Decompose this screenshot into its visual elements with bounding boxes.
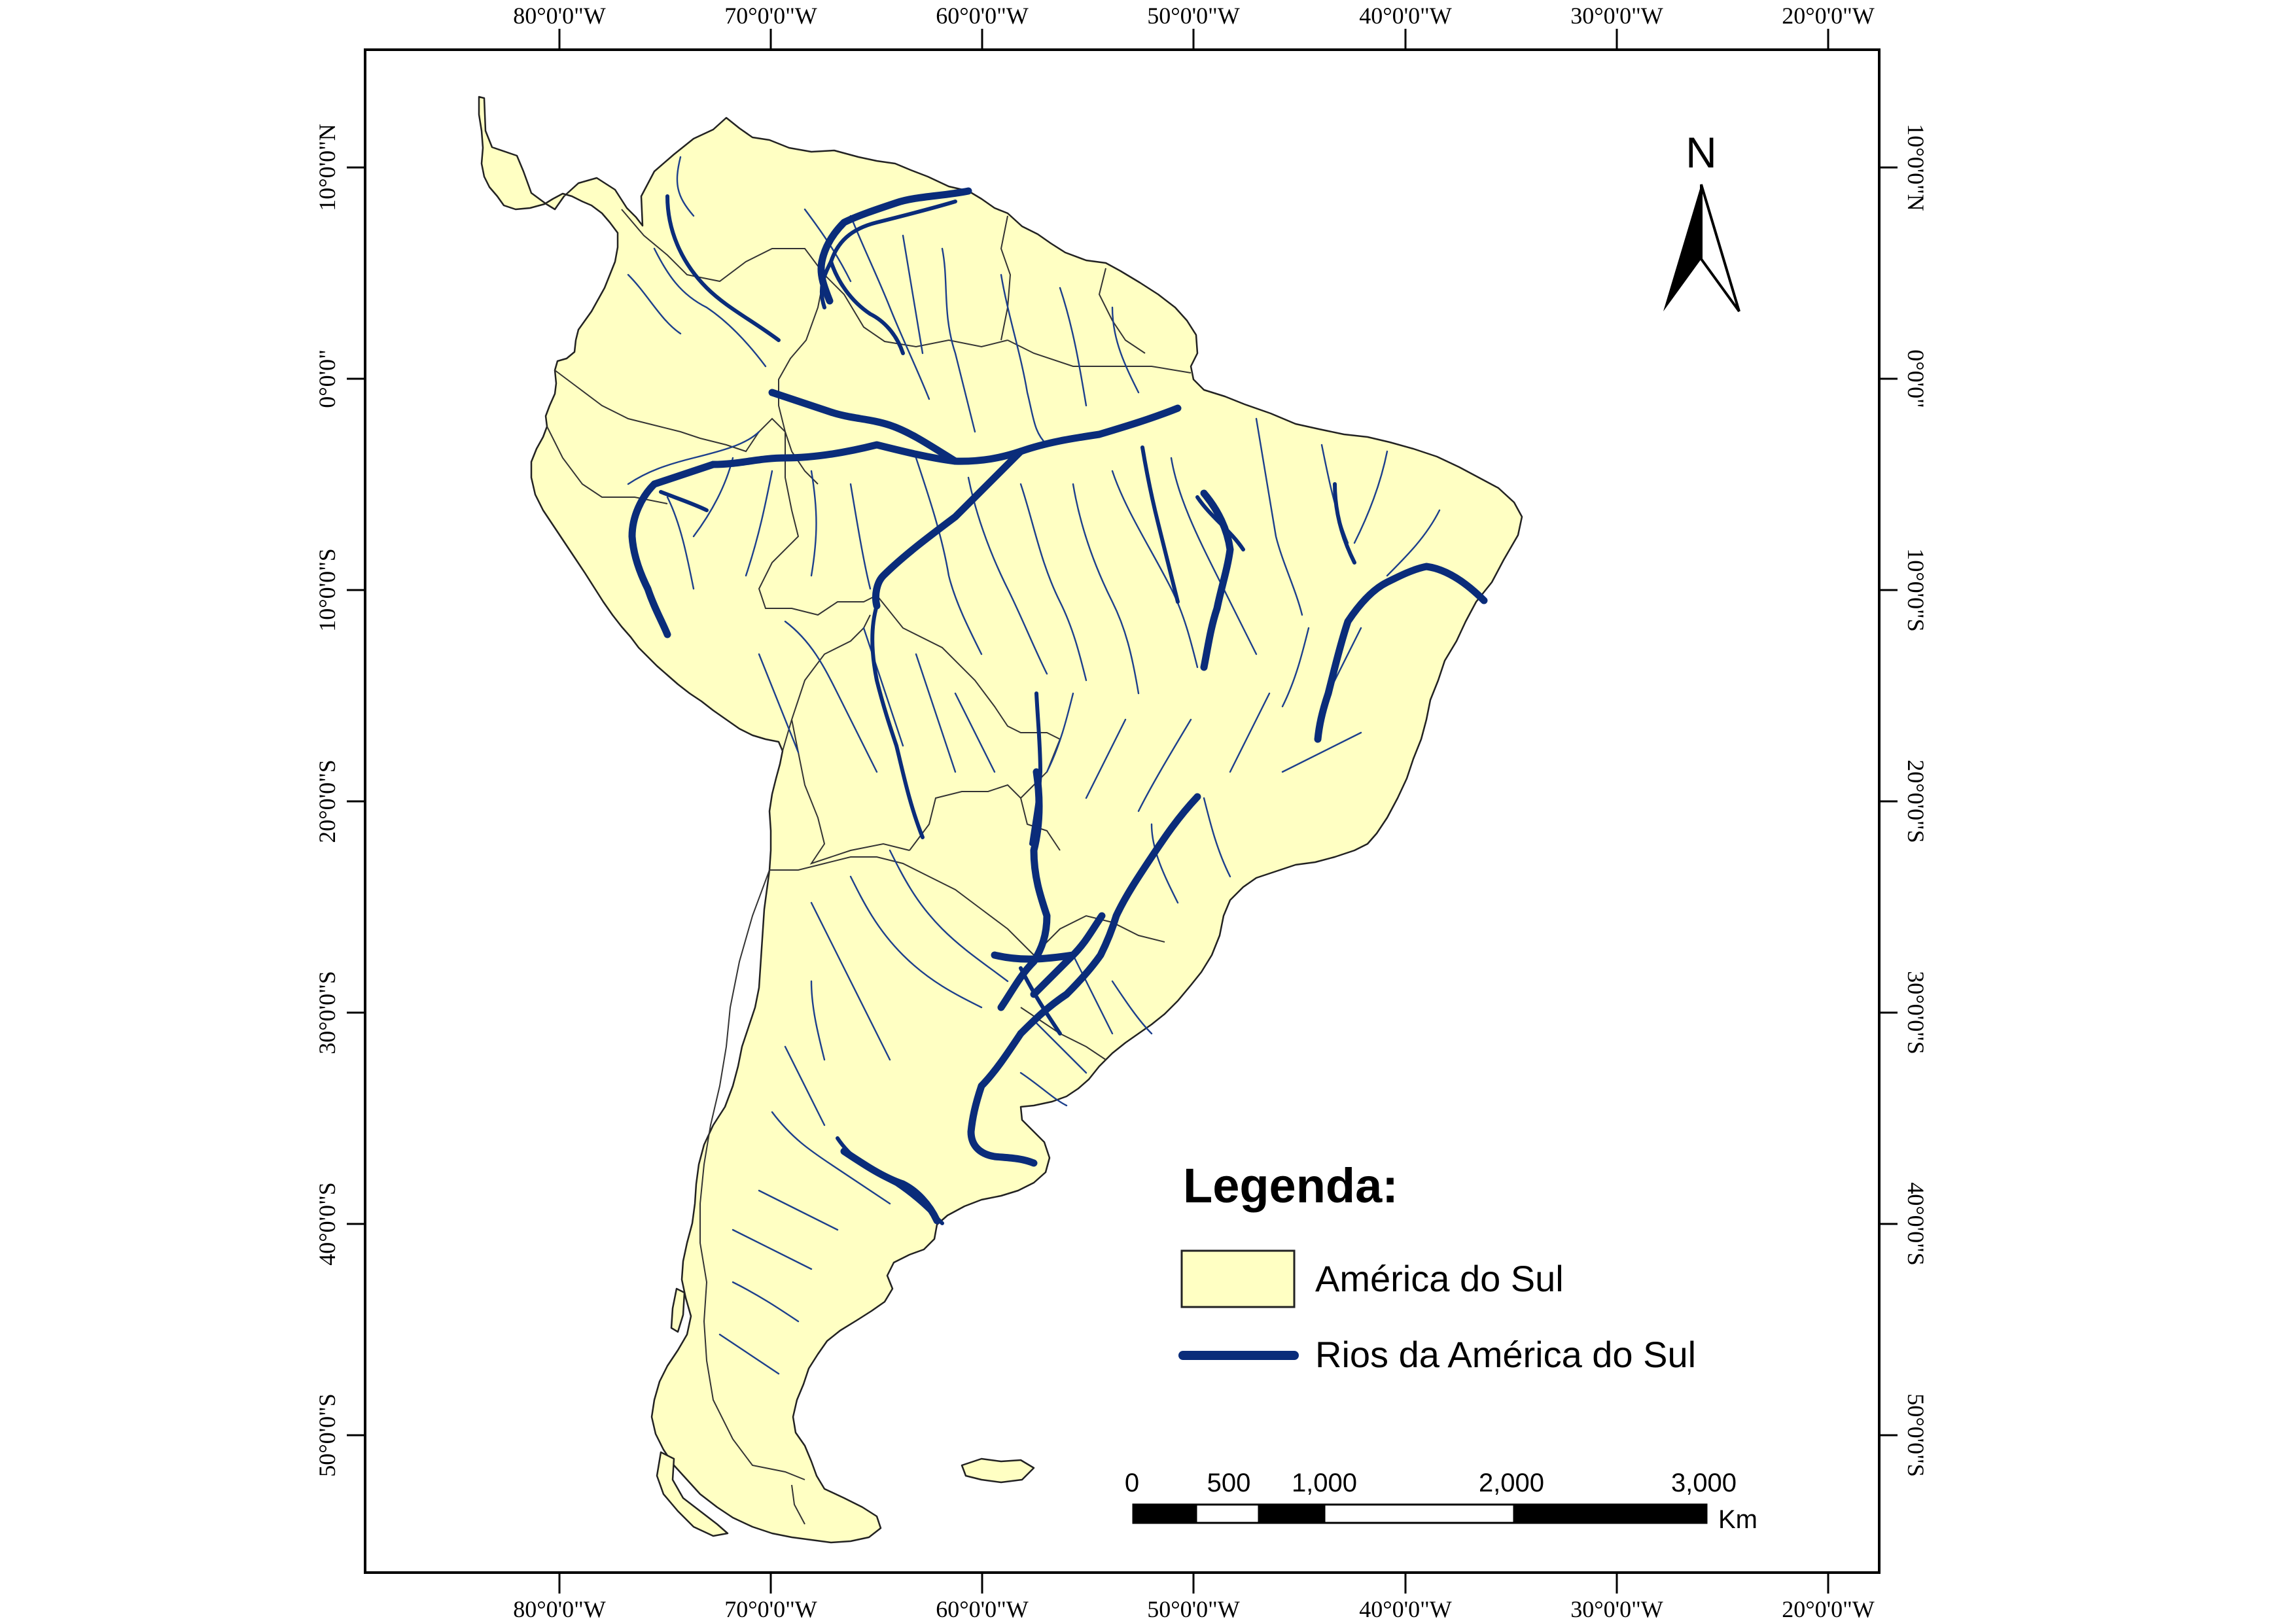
grid-ticks [347, 29, 1898, 1594]
lon-label-bottom: 60°0'0"W [936, 1596, 1029, 1621]
southern-archipelago [656, 1451, 729, 1537]
lon-label-bottom: 40°0'0"W [1359, 1596, 1452, 1621]
legend-land-swatch [1180, 1249, 1296, 1308]
lon-label-top: 60°0'0"W [936, 3, 1029, 29]
scale-label: 500 [1207, 1469, 1251, 1497]
north-arrow: N [1663, 128, 1740, 313]
north-arrow-left-half [1663, 184, 1701, 311]
scale-segment [1513, 1503, 1708, 1524]
right-latitude-labels: 10°0'0"N 0°0'0" 10°0'0"S 20°0'0"S 30°0'0… [1903, 124, 1929, 1477]
lat-label-right: 10°0'0"N [1903, 124, 1929, 211]
legend-item-label: América do Sul [1315, 1258, 1564, 1299]
top-longitude-labels: 80°0'0"W 70°0'0"W 60°0'0"W 50°0'0"W 40°0… [513, 3, 1875, 29]
scale-label: 0 [1125, 1469, 1139, 1497]
lat-label-left: 10°0'0"N [314, 124, 340, 211]
scale-segment [1258, 1503, 1326, 1524]
legend-title: Legenda: [1183, 1159, 1398, 1213]
scale-segment [1323, 1503, 1515, 1524]
tributary-rivers [627, 156, 1441, 1375]
falklands-island [961, 1457, 1035, 1484]
lat-label-right: 30°0'0"S [1903, 971, 1929, 1055]
scale-bar: 0 500 1,000 2,000 3,000 Km [1125, 1469, 1757, 1534]
lat-label-right: 40°0'0"S [1903, 1182, 1929, 1266]
lon-label-top: 20°0'0"W [1782, 3, 1875, 29]
north-arrow-right-half [1700, 184, 1740, 313]
legend: Legenda: América do Sul Rios da América … [1178, 1159, 1696, 1375]
scale-unit: Km [1718, 1505, 1757, 1534]
lat-label-left: 30°0'0"S [314, 971, 340, 1055]
lat-label-right: 0°0'0" [1903, 349, 1929, 408]
lon-label-top: 30°0'0"W [1570, 3, 1663, 29]
lat-label-right: 50°0'0"S [1903, 1393, 1929, 1477]
lon-label-top: 70°0'0"W [724, 3, 817, 29]
scale-label: 1,000 [1292, 1469, 1357, 1497]
lat-label-left: 0°0'0" [314, 349, 340, 408]
lon-label-bottom: 30°0'0"W [1570, 1596, 1663, 1621]
scale-segment [1195, 1503, 1260, 1524]
lat-label-left: 40°0'0"S [314, 1182, 340, 1266]
lat-label-right: 20°0'0"S [1903, 759, 1929, 843]
scale-segment [1132, 1503, 1197, 1524]
map-frame [364, 48, 1881, 1574]
north-label: N [1686, 128, 1717, 177]
lon-label-bottom: 70°0'0"W [724, 1596, 817, 1621]
lat-label-right: 10°0'0"S [1903, 548, 1929, 632]
lat-label-left: 20°0'0"S [314, 759, 340, 843]
chiloe-island [670, 1287, 686, 1333]
lat-label-left: 50°0'0"S [314, 1393, 340, 1477]
legend-item-label: Rios da América do Sul [1315, 1334, 1696, 1375]
scale-label: 2,000 [1479, 1469, 1544, 1497]
lon-label-top: 80°0'0"W [513, 3, 606, 29]
scale-label: 3,000 [1671, 1469, 1737, 1497]
lon-label-top: 40°0'0"W [1359, 3, 1452, 29]
lon-label-top: 50°0'0"W [1147, 3, 1240, 29]
lon-label-bottom: 50°0'0"W [1147, 1596, 1240, 1621]
lat-label-left: 10°0'0"S [314, 548, 340, 632]
bottom-longitude-labels: 80°0'0"W 70°0'0"W 60°0'0"W 50°0'0"W 40°0… [513, 1596, 1875, 1621]
continent-outline [478, 96, 1523, 1544]
lon-label-bottom: 80°0'0"W [513, 1596, 606, 1621]
major-rivers [628, 187, 1488, 1225]
left-latitude-labels: 10°0'0"N 0°0'0" 10°0'0"S 20°0'0"S 30°0'0… [314, 124, 340, 1477]
lon-label-bottom: 20°0'0"W [1782, 1596, 1875, 1621]
south-america-landmass [478, 96, 1523, 1544]
